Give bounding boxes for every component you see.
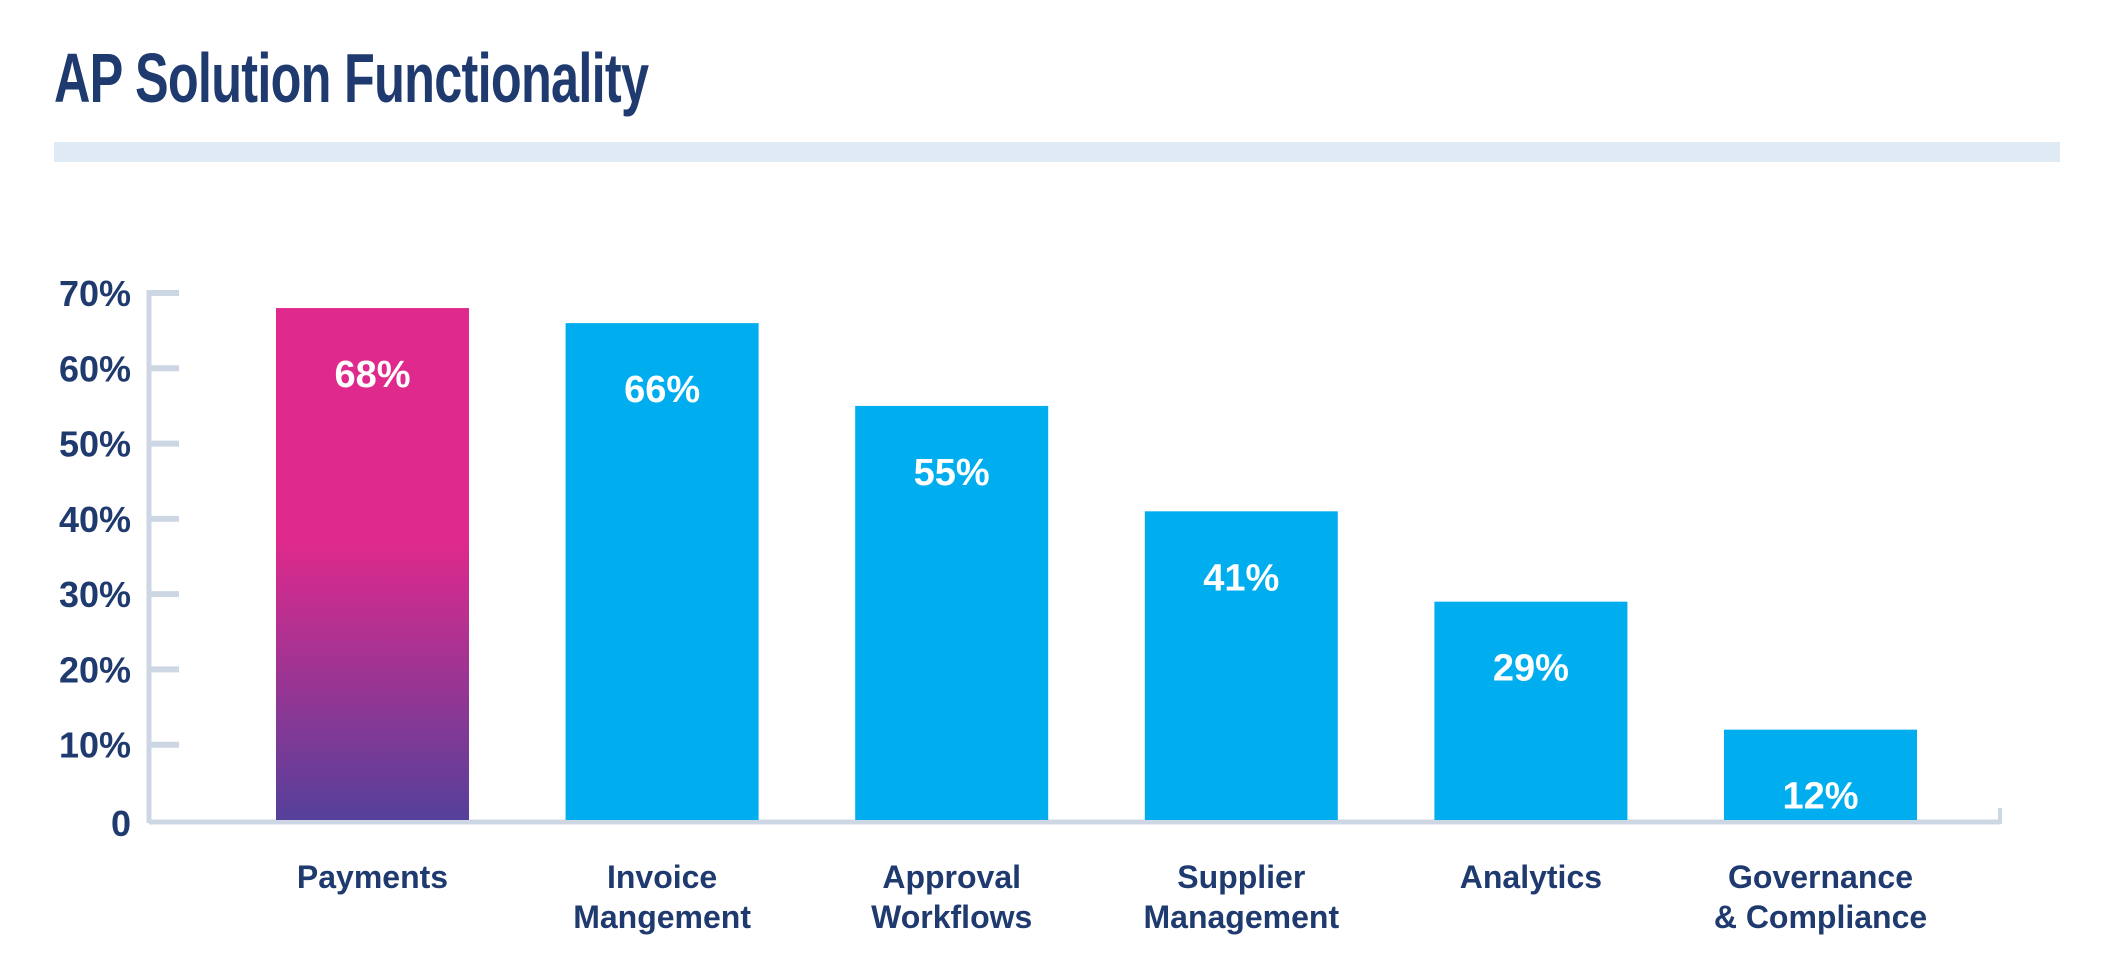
- data-label: 12%: [1782, 776, 1858, 818]
- data-label: 29%: [1493, 648, 1569, 690]
- y-tick-label: 30%: [59, 574, 131, 615]
- data-label: 41%: [1203, 557, 1279, 599]
- data-label: 68%: [334, 354, 410, 396]
- category-label: Workflows: [871, 899, 1032, 935]
- category-label: Mangement: [573, 899, 751, 935]
- bar: [1724, 729, 1917, 820]
- category-label: Analytics: [1460, 859, 1602, 895]
- y-tick-label: 20%: [59, 649, 131, 690]
- chart-title: AP Solution Functionality: [54, 39, 649, 117]
- y-tick-label: 10%: [59, 725, 131, 766]
- category-label: & Compliance: [1714, 899, 1927, 935]
- bar: [276, 308, 469, 820]
- category-label: Payments: [297, 859, 448, 895]
- category-label: Supplier: [1177, 859, 1305, 895]
- category-label: Invoice: [607, 859, 717, 895]
- data-label: 55%: [914, 452, 990, 494]
- bar: [1434, 601, 1628, 820]
- y-tick-label: 70%: [59, 273, 131, 314]
- y-tick-label: 50%: [59, 424, 131, 465]
- category-label: Management: [1144, 899, 1340, 935]
- bar: [565, 323, 759, 820]
- bar: [855, 405, 1049, 820]
- y-tick-label: 40%: [59, 499, 131, 540]
- bar: [1144, 511, 1338, 820]
- category-label: Governance: [1728, 859, 1913, 895]
- y-tick-label: 60%: [59, 348, 131, 389]
- y-tick-label: 0: [111, 803, 131, 844]
- title-divider-band: [54, 142, 2060, 162]
- data-label: 66%: [624, 369, 700, 411]
- category-label: Approval: [882, 859, 1021, 895]
